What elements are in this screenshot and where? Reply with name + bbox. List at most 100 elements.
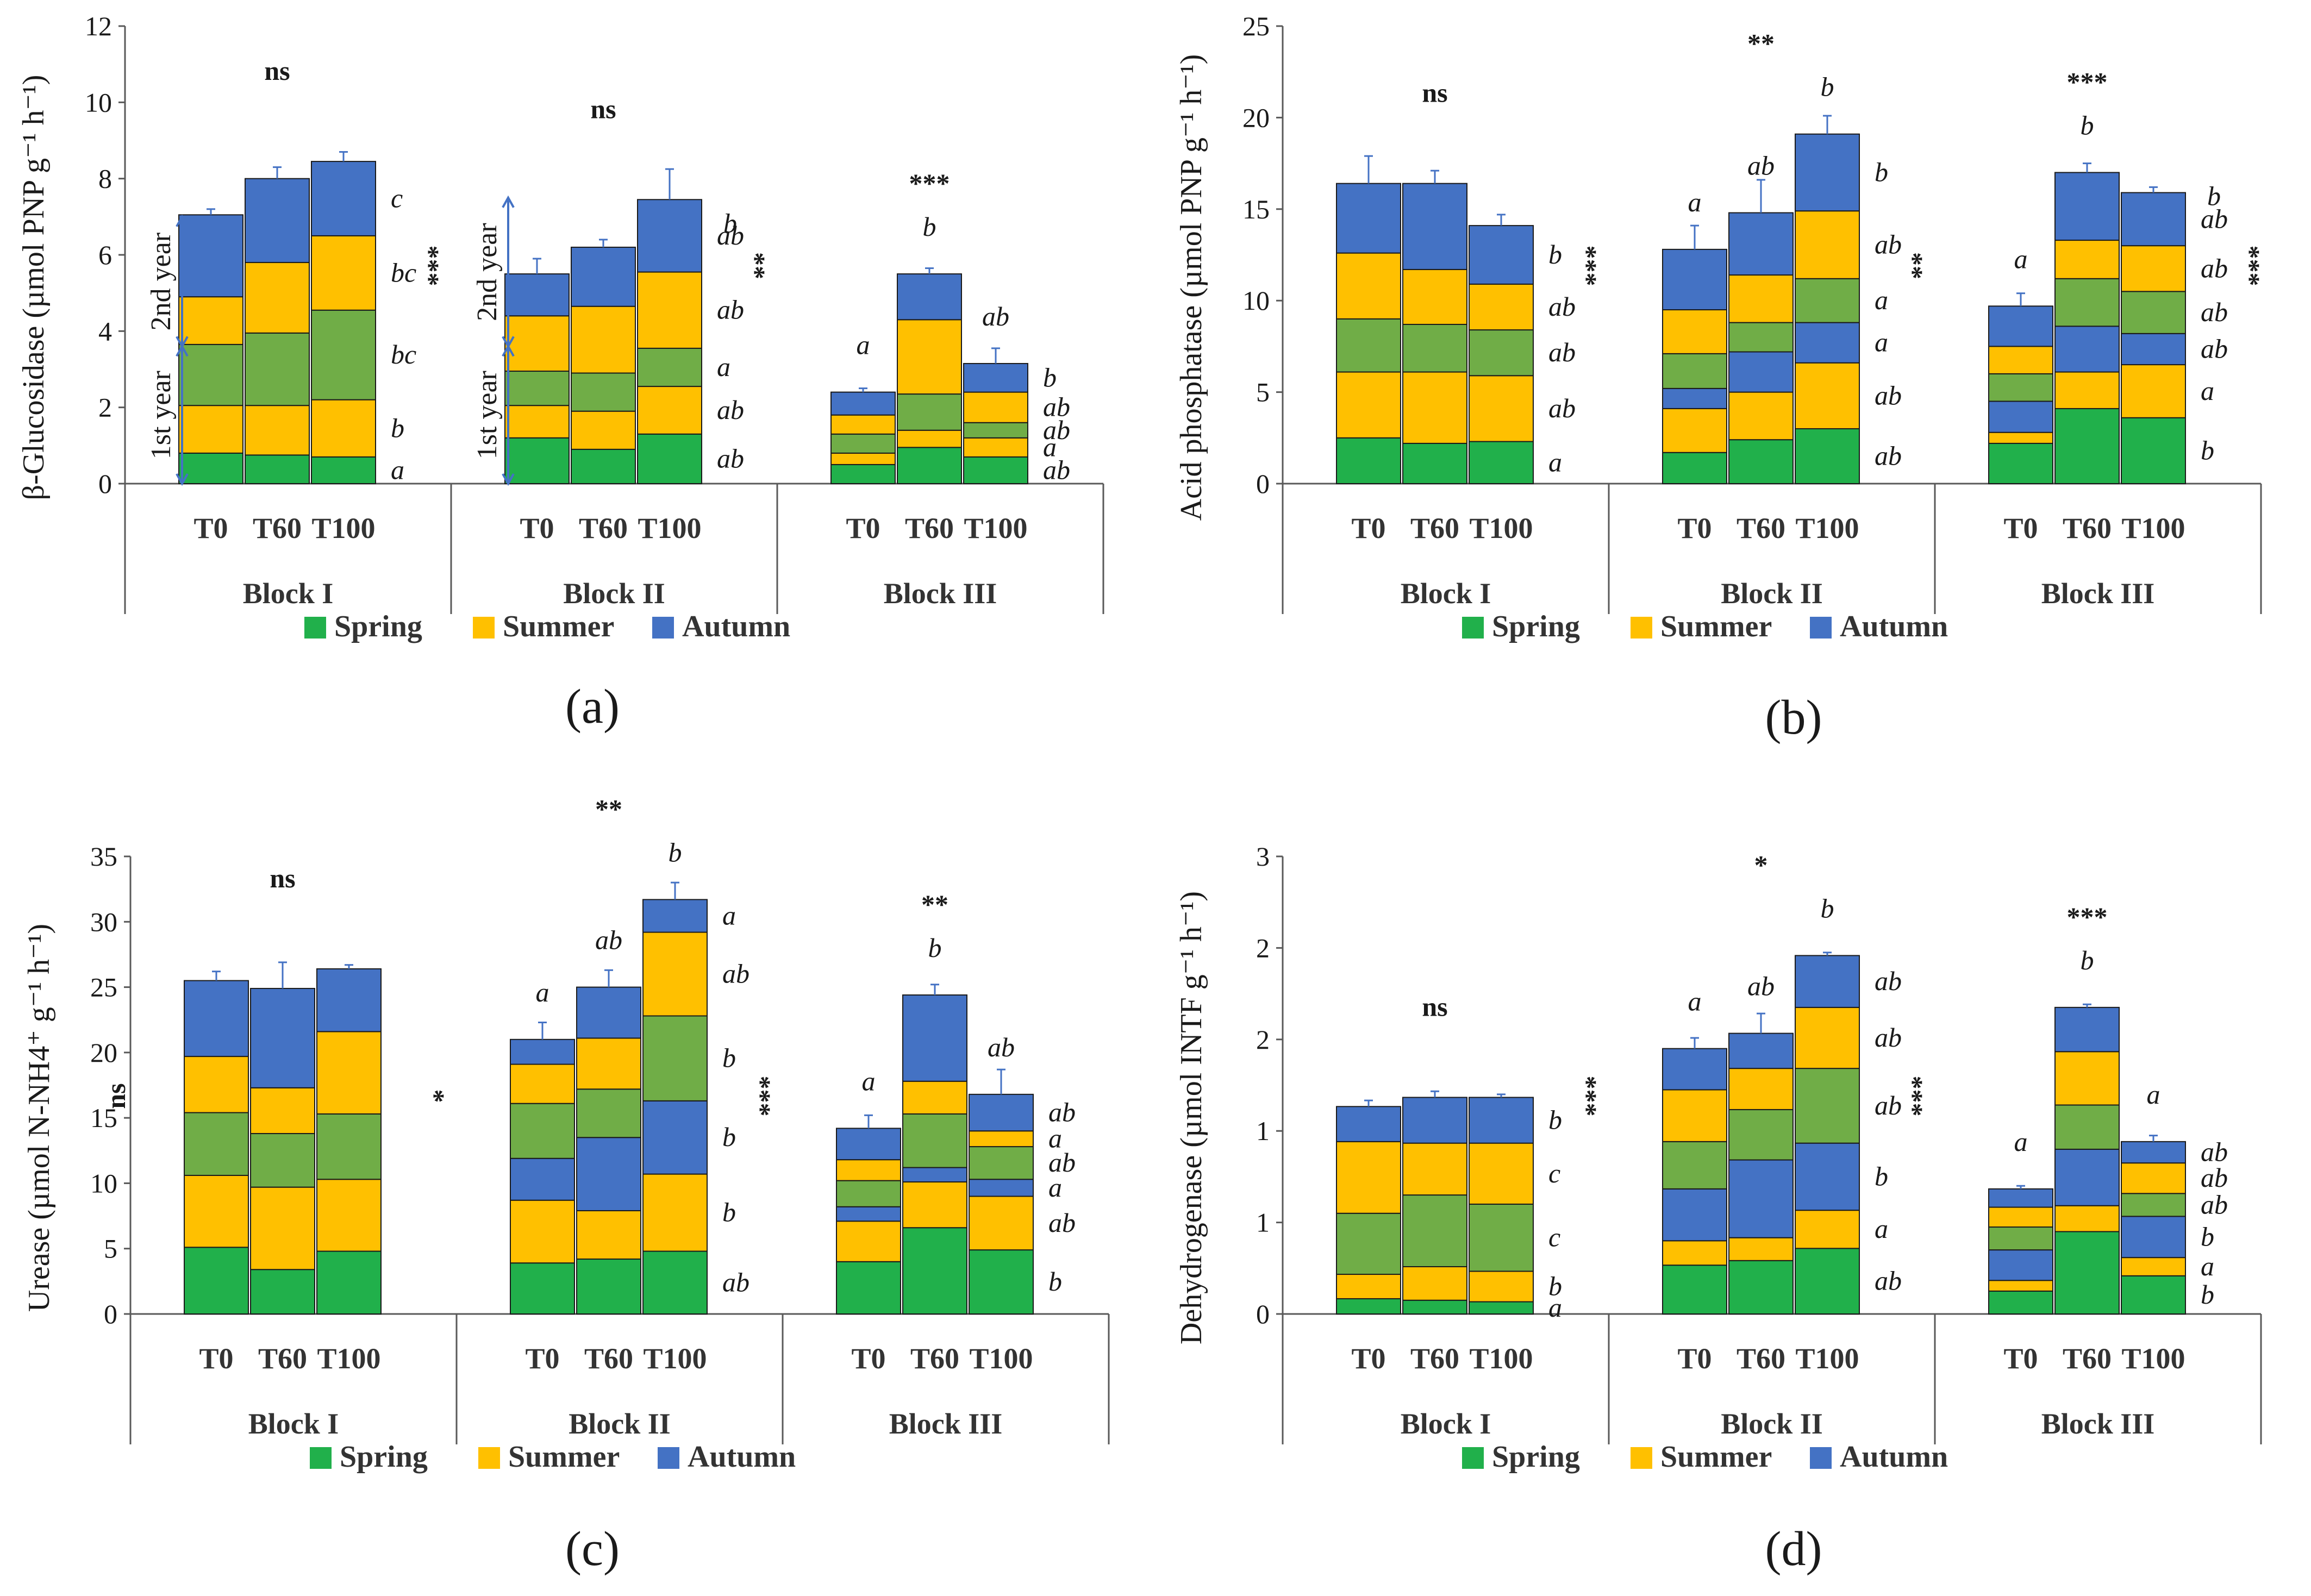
y-tick-label: 10 bbox=[90, 1168, 117, 1198]
side-letter: b bbox=[1048, 1266, 1062, 1297]
bar-seg-autumn-y2-T0 bbox=[1662, 1048, 1727, 1091]
side-letter: a bbox=[1548, 1292, 1562, 1323]
bar-seg-autumn-y2-T60 bbox=[2054, 1006, 2120, 1053]
bar-seg-autumn-T0 bbox=[178, 214, 243, 298]
bar-seg-summer-y1-T0 bbox=[1662, 408, 1727, 453]
side-letter: ab bbox=[1548, 337, 1576, 367]
side-letter: b bbox=[1875, 1161, 1888, 1191]
bar-seg-spring-y1-T100 bbox=[963, 456, 1028, 485]
bar-seg-summer-y2-T0 bbox=[830, 414, 896, 435]
significance-side: *** bbox=[1579, 1076, 1609, 1117]
legend: Spring Summer Autumn bbox=[1462, 610, 1948, 643]
legend-swatch-spring bbox=[1462, 617, 1484, 639]
bar-seg-summer-y2-T60 bbox=[1728, 274, 1794, 323]
bar-seg-summer-y2-T60 bbox=[245, 262, 310, 334]
bar-seg-spring-y1-T0 bbox=[1662, 452, 1727, 485]
bar-seg-summer-y1-T0 bbox=[1988, 431, 2053, 444]
bar-seg-summer-y2-T100 bbox=[637, 271, 702, 349]
bar-top-letter: b bbox=[928, 932, 942, 963]
bar-seg-spring-y1-T60 bbox=[2054, 1231, 2120, 1315]
bar-seg-summer-y2-T0 bbox=[1336, 1141, 1401, 1214]
block-label: Block II bbox=[563, 577, 665, 610]
bar-seg-autumn-T100 bbox=[637, 199, 702, 273]
significance-side: *** bbox=[1905, 1076, 1935, 1117]
significance-top: ns bbox=[1422, 78, 1447, 108]
bar-seg-summer-y1-T0 bbox=[1988, 1280, 2053, 1292]
bar-seg-autumn-y2-T100 bbox=[2121, 1141, 2186, 1164]
second-year-label: 2nd year bbox=[472, 223, 503, 321]
legend-swatch-spring bbox=[304, 617, 326, 639]
bar-seg-summer-y1-T100 bbox=[2121, 1257, 2186, 1276]
bar-top-letter: ab bbox=[1747, 971, 1775, 1002]
bar-seg-summer-y1-T0 bbox=[836, 1221, 901, 1262]
side-letter: ab bbox=[1043, 415, 1070, 445]
x-category-T100: T100 bbox=[638, 512, 701, 544]
bar-seg-spring-y1-T0 bbox=[1988, 442, 2053, 484]
bar-seg-spring-y2-T0 bbox=[178, 343, 243, 406]
block-label: Block II bbox=[569, 1407, 671, 1440]
y-tick-label: 0 bbox=[98, 468, 112, 499]
bar-seg-summer-y2-T100 bbox=[1795, 210, 1860, 279]
side-letter: a bbox=[2201, 375, 2214, 406]
side-letter: a bbox=[391, 454, 404, 485]
year-arrow-head bbox=[502, 473, 515, 486]
bar-seg-spring-y2-T60 bbox=[2054, 278, 2120, 327]
block-label: Block III bbox=[884, 577, 997, 610]
side-letter: ab bbox=[1875, 229, 1902, 259]
bar-seg-spring-y1-T100 bbox=[2121, 417, 2186, 485]
significance-side: * bbox=[427, 1090, 457, 1103]
bar-seg-summer-y1-T60 bbox=[2054, 1205, 2120, 1232]
side-letter: a bbox=[722, 900, 736, 930]
bar-seg-autumn-y2-T60 bbox=[902, 994, 967, 1082]
legend: Spring Summer Autumn bbox=[304, 610, 790, 643]
year-annotations: 1st year 2nd year 1st year 2nd year bbox=[146, 195, 515, 486]
bar-seg-autumn-T60 bbox=[245, 178, 310, 264]
block-label: Block III bbox=[889, 1407, 1003, 1440]
significance-top: ** bbox=[1747, 28, 1775, 59]
bar-seg-autumn-y1-T0 bbox=[1988, 1249, 2053, 1281]
bar-seg-spring-y2-T100 bbox=[2121, 291, 2186, 334]
bar-seg-autumn-y1-T100 bbox=[1795, 322, 1860, 364]
x-category-T0: T0 bbox=[1677, 1342, 1712, 1375]
bar-top-letter: a bbox=[857, 330, 870, 360]
bar-top-letter: ab bbox=[1747, 151, 1775, 181]
bar-seg-summer-y2-T60 bbox=[902, 1080, 967, 1115]
significance-top: ** bbox=[595, 793, 622, 824]
x-category-T0: T0 bbox=[2003, 512, 2038, 544]
bar-seg-summer-y1-T0 bbox=[184, 1174, 249, 1248]
side-letter: ab bbox=[717, 395, 744, 425]
bar-seg-spring-y1-T100 bbox=[316, 1250, 382, 1315]
bar-seg-autumn-y2-T100 bbox=[642, 899, 708, 933]
bar-seg-summer-y1-T0 bbox=[178, 405, 243, 454]
bar-seg-autumn-T60 bbox=[1402, 183, 1467, 270]
bar-seg-autumn-T100 bbox=[316, 968, 382, 1032]
y-tick-label: 10 bbox=[85, 87, 112, 117]
bar-seg-summer-y1-T60 bbox=[1728, 391, 1794, 441]
side-letter: ab bbox=[1548, 393, 1576, 423]
bar-seg-spring-y2-T100 bbox=[642, 1015, 708, 1101]
bar-seg-autumn-y1-T0 bbox=[1662, 1188, 1727, 1242]
significance-top: ns bbox=[264, 55, 290, 86]
significance-top: ns bbox=[1422, 991, 1447, 1022]
bar-seg-autumn-y1-T100 bbox=[2121, 333, 2186, 366]
bar-seg-spring-y1-T100 bbox=[1469, 441, 1534, 485]
bar-seg-spring-y2-T60 bbox=[571, 372, 636, 412]
y-tick-label: 1 bbox=[1256, 1207, 1270, 1238]
bar-seg-spring-y1-T60 bbox=[1402, 1299, 1467, 1315]
x-category-T100: T100 bbox=[1469, 512, 1533, 544]
y-tick-label: 6 bbox=[98, 240, 112, 270]
y-tick-label: 1 bbox=[1256, 1116, 1270, 1146]
x-category-T0: T0 bbox=[1351, 1342, 1385, 1375]
bar-seg-spring-y2-T0 bbox=[830, 433, 896, 454]
bar-seg-autumn-y1-T60 bbox=[2054, 326, 2120, 373]
side-letter: bc bbox=[391, 257, 416, 287]
bar-seg-summer-y2-T0 bbox=[504, 315, 570, 372]
bar-seg-spring-y2-T0 bbox=[184, 1112, 249, 1176]
bar-seg-spring-y2-T0 bbox=[1662, 353, 1727, 389]
side-letter: a bbox=[717, 352, 730, 382]
year-arrow-head bbox=[502, 344, 515, 357]
bar-group-0: T0 T60 T100 a ab ab ab b ns Block I bbox=[1336, 78, 1576, 610]
side-letter: b bbox=[1875, 157, 1888, 187]
